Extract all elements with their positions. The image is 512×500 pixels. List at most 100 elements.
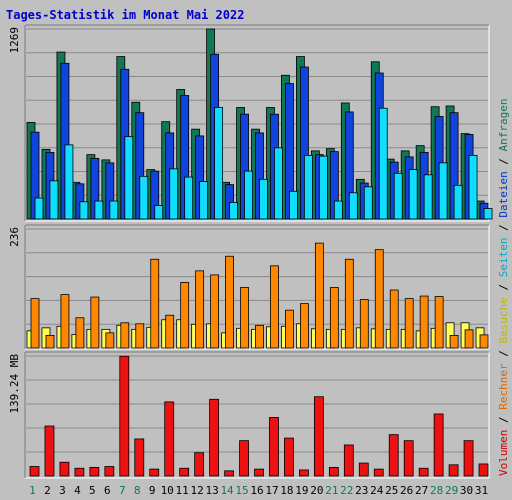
bar-seiten-day-1 — [34, 197, 44, 220]
bar-rechner-day-16 — [255, 324, 264, 349]
bar-volumen-day-14 — [224, 470, 234, 477]
top-ytick-label: 1269 — [8, 27, 21, 54]
bar-rechner-day-12 — [195, 270, 205, 349]
bar-rechner-day-22 — [344, 258, 354, 349]
bar-seiten-day-28 — [438, 162, 448, 220]
bar-volumen-day-18 — [284, 437, 294, 477]
bar-volumen-day-20 — [313, 396, 324, 477]
x-tick-label: 23 — [355, 484, 368, 497]
bar-rechner-day-10 — [165, 314, 175, 349]
middle-panel: 236 — [8, 224, 490, 350]
chart-title: Tages-Statistik im Monat Mai 2022 — [6, 8, 244, 22]
x-tick-label: 7 — [119, 484, 126, 497]
bar-rechner-day-31 — [479, 334, 489, 349]
series-volumen — [29, 355, 489, 477]
side-legend-seiten: Seiten — [497, 238, 510, 278]
x-tick-label: 29 — [445, 484, 458, 497]
bar-rechner-day-9 — [150, 258, 160, 349]
bar-volumen-day-4 — [74, 467, 85, 477]
x-tick-label: 4 — [74, 484, 81, 497]
bar-volumen-day-8 — [134, 438, 145, 477]
x-tick-label: 19 — [295, 484, 308, 497]
bar-volumen-day-24 — [373, 468, 384, 477]
bar-rechner-day-29 — [449, 334, 459, 349]
bar-seiten-day-21 — [333, 200, 343, 220]
series-rechner — [30, 242, 489, 349]
x-tick-label: 2 — [44, 484, 51, 497]
bar-seiten-day-31 — [483, 208, 493, 220]
bar-volumen-day-17 — [269, 416, 279, 477]
bar-rechner-day-1 — [30, 298, 40, 349]
bar-rechner-day-21 — [329, 287, 339, 349]
bar-seiten-day-11 — [184, 176, 194, 220]
bar-rechner-day-25 — [389, 289, 399, 349]
x-tick-label: 31 — [475, 484, 488, 497]
x-tick-label: 30 — [460, 484, 473, 497]
bar-rechner-day-17 — [270, 265, 279, 349]
x-tick-label: 17 — [265, 484, 278, 497]
bar-rechner-day-2 — [45, 334, 55, 349]
x-tick-label: 12 — [191, 484, 204, 497]
x-tick-label: 20 — [310, 484, 323, 497]
bar-volumen-day-19 — [299, 469, 309, 477]
bar-rechner-day-3 — [60, 294, 70, 349]
series-seiten — [34, 107, 493, 220]
bar-volumen-day-12 — [194, 452, 205, 477]
bar-seiten-day-19 — [304, 154, 313, 220]
x-tick-label: 14 — [220, 484, 234, 497]
bar-rechner-day-8 — [135, 323, 145, 349]
bar-seiten-day-3 — [64, 144, 74, 220]
bar-rechner-day-30 — [464, 329, 474, 349]
bottom-panel-frame — [24, 351, 490, 479]
side-legend-separator: / — [497, 151, 510, 171]
side-legend-separator: / — [497, 410, 510, 430]
bar-volumen-day-16 — [254, 468, 264, 477]
bottom-ytick-label: 139.24 MB — [8, 354, 21, 414]
x-tick-label: 11 — [176, 484, 189, 497]
x-tick-label: 9 — [149, 484, 156, 497]
side-legend-separator: / — [497, 344, 510, 364]
bar-rechner-day-7 — [120, 322, 130, 349]
bar-rechner-day-5 — [90, 296, 100, 349]
bar-rechner-day-20 — [314, 242, 324, 349]
bar-rechner-day-18 — [285, 309, 294, 349]
bar-rechner-day-13 — [210, 274, 220, 349]
bar-seiten-day-18 — [289, 190, 298, 220]
bar-seiten-day-7 — [124, 136, 134, 220]
bar-seiten-day-8 — [139, 175, 149, 220]
bar-seiten-day-26 — [408, 169, 418, 220]
x-tick-label: 24 — [370, 484, 384, 497]
side-legend-dateien: Dateien — [497, 171, 510, 217]
bar-seiten-day-16 — [259, 178, 268, 220]
x-tick-label: 21 — [325, 484, 338, 497]
bar-rechner-day-24 — [374, 249, 384, 349]
side-legend-rechner: Rechner — [497, 363, 510, 410]
bar-volumen-day-1 — [29, 466, 40, 477]
bar-volumen-day-27 — [418, 467, 429, 477]
bar-rechner-day-4 — [75, 317, 85, 349]
bottom-panel: 139.24 MB — [8, 351, 490, 479]
bar-volumen-day-3 — [59, 461, 70, 477]
bar-rechner-day-6 — [105, 332, 115, 349]
bar-volumen-day-31 — [478, 463, 489, 477]
x-tick-label: 28 — [430, 484, 443, 497]
x-tick-label: 1 — [29, 484, 36, 497]
bar-seiten-day-15 — [244, 170, 253, 220]
bar-seiten-day-13 — [214, 107, 224, 220]
side-legend-separator: / — [497, 218, 510, 238]
bar-volumen-day-26 — [403, 440, 414, 477]
bar-volumen-day-25 — [388, 434, 399, 477]
bar-rechner-day-15 — [240, 287, 249, 349]
bar-volumen-day-22 — [343, 444, 354, 477]
x-tick-label: 18 — [280, 484, 293, 497]
bar-seiten-day-23 — [363, 186, 373, 220]
bar-seiten-day-14 — [229, 202, 238, 220]
bar-seiten-day-6 — [109, 200, 119, 220]
bar-seiten-day-20 — [318, 155, 328, 220]
bar-rechner-day-27 — [419, 295, 429, 349]
bar-seiten-day-2 — [49, 180, 59, 220]
x-tick-label: 25 — [385, 484, 398, 497]
x-tick-label: 5 — [89, 484, 96, 497]
bar-seiten-day-5 — [94, 200, 104, 220]
